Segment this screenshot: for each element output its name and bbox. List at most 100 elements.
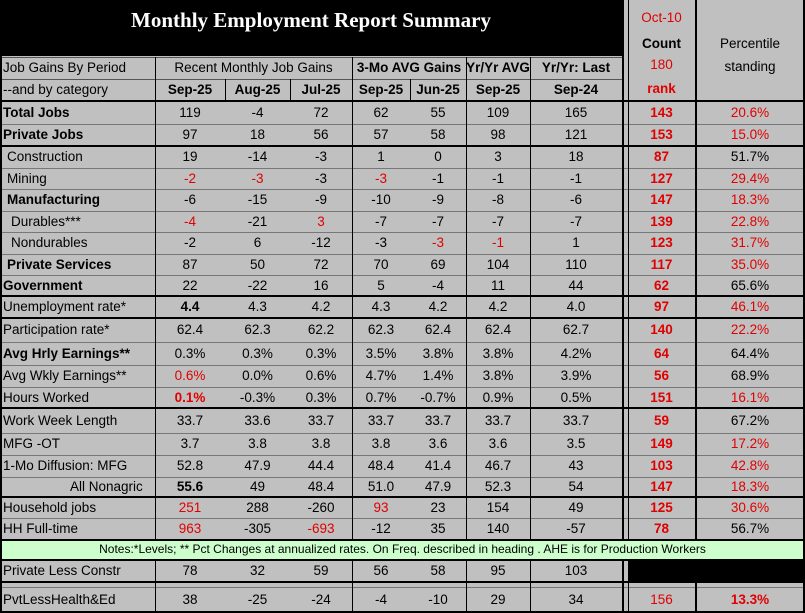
cell-value: 58 xyxy=(430,127,446,142)
cell-value: 154 xyxy=(486,499,510,515)
cell-value: -12 xyxy=(371,521,391,536)
cell-value: -3 xyxy=(431,235,444,250)
cell-value: 3.5% xyxy=(365,345,397,361)
cell-value: 33.7 xyxy=(307,412,335,428)
date-header: Jul-25 xyxy=(301,82,341,97)
date-header: Sep-25 xyxy=(167,82,213,97)
percentile-value: 56.7% xyxy=(730,521,770,536)
cell-value: 44.4 xyxy=(307,458,335,473)
cell-value: -22 xyxy=(247,277,268,293)
notes: Notes:*Levels; ** Pct Changes at annuali… xyxy=(99,542,706,556)
row-label: Avg Hrly Earnings** xyxy=(3,345,131,361)
cell-value: 35 xyxy=(430,521,446,536)
row-label: 1-Mo Diffusion: MFG xyxy=(3,458,128,473)
v-rule xyxy=(628,0,629,540)
rank-value: 123 xyxy=(650,235,673,250)
h-rule xyxy=(0,168,805,169)
h-rule xyxy=(0,100,805,102)
cell-value: -0.7% xyxy=(420,389,456,405)
cell-value: -25 xyxy=(247,591,268,607)
cell-value: -1 xyxy=(491,170,504,186)
cell-value: 38 xyxy=(182,591,198,607)
cell-value: 62.4 xyxy=(424,322,452,337)
h-rule xyxy=(0,518,805,519)
h-rule xyxy=(0,295,805,297)
percentile-value: 42.8% xyxy=(730,458,770,473)
percentile-value: 18.3% xyxy=(730,479,770,494)
rank-value: 156 xyxy=(650,591,673,607)
percentile-header: standing xyxy=(724,59,776,74)
cell-value: 3.8 xyxy=(311,436,331,451)
cell-value: 3 xyxy=(494,149,502,164)
rank-value: 139 xyxy=(650,213,673,229)
h-rule xyxy=(0,407,805,409)
v-rule xyxy=(225,79,226,101)
v-rule xyxy=(155,560,156,612)
rank-value: 97 xyxy=(653,299,670,314)
percentile-value: 20.6% xyxy=(730,105,770,120)
cell-value: -7 xyxy=(431,213,444,229)
cell-value: 0 xyxy=(434,149,442,164)
cell-value: 0.3% xyxy=(305,389,337,405)
cell-value: -6 xyxy=(569,192,582,207)
row-label: HH Full-time xyxy=(3,521,79,536)
percentile-value: 30.6% xyxy=(730,499,770,515)
cell-value: 23 xyxy=(430,499,446,515)
cell-value: 78 xyxy=(182,563,198,578)
cell-value: 0.9% xyxy=(482,389,514,405)
v-rule xyxy=(466,560,467,612)
cell-value: -2 xyxy=(183,170,196,186)
cell-value: 5 xyxy=(377,277,385,293)
v-rule xyxy=(622,560,624,612)
group-header: Recent Monthly Job Gains xyxy=(174,60,333,75)
date-header: Sep-24 xyxy=(553,82,599,97)
h-rule xyxy=(0,387,805,388)
cell-value: 4.2 xyxy=(311,299,331,314)
cell-value: 69 xyxy=(430,256,446,272)
cell-value: 4.7% xyxy=(365,368,397,383)
h-rule xyxy=(0,342,805,343)
h-rule xyxy=(0,433,805,434)
group-header: Yr/Yr AVG xyxy=(466,60,530,75)
cell-value: 33.7 xyxy=(424,412,452,428)
row-label: MFG -OT xyxy=(3,436,60,451)
row-label: Private Less Constr xyxy=(3,563,121,578)
rank-value: 117 xyxy=(650,256,673,272)
cell-value: 109 xyxy=(486,105,510,120)
percentile-value: 18.3% xyxy=(730,192,770,207)
h-rule xyxy=(0,79,622,80)
cell-value: -9 xyxy=(431,192,444,207)
row-label: Household jobs xyxy=(3,499,97,515)
cell-value: -10 xyxy=(371,192,391,207)
rank-value: 125 xyxy=(650,499,673,515)
cell-value: -4 xyxy=(431,277,444,293)
cell-value: 58 xyxy=(430,563,446,578)
percentile-value: 64.4% xyxy=(730,345,770,361)
v-rule xyxy=(695,0,697,540)
h-rule xyxy=(0,611,805,613)
cell-value: 49 xyxy=(568,499,584,515)
cell-value: -0.3% xyxy=(239,389,276,405)
cell-value: 4.3 xyxy=(248,299,267,314)
row-label: Mining xyxy=(7,170,47,186)
cell-value: 97 xyxy=(182,127,198,142)
cell-value: 0.1% xyxy=(174,389,206,405)
cell-value: 11 xyxy=(490,277,505,293)
percentile-value: 22.2% xyxy=(730,322,770,337)
rank-value: 127 xyxy=(650,170,673,186)
percentile-value: 29.4% xyxy=(730,170,770,186)
date-header: Sep-25 xyxy=(475,82,521,97)
rank-blank xyxy=(628,560,695,582)
rank-value: 143 xyxy=(650,105,673,120)
cell-value: 0.3% xyxy=(305,345,337,361)
rank-value: 147 xyxy=(650,479,673,494)
cell-value: 29 xyxy=(490,591,506,607)
cell-value: 3.5 xyxy=(566,436,586,451)
row-label: All Nonagric xyxy=(70,479,143,494)
date-header: Sep-25 xyxy=(358,82,404,97)
row-label: Participation rate* xyxy=(3,322,110,337)
cell-value: -14 xyxy=(247,149,268,164)
cell-value: 3.8 xyxy=(248,436,267,451)
cell-value: 49 xyxy=(249,479,266,494)
cell-value: 32 xyxy=(249,563,266,578)
